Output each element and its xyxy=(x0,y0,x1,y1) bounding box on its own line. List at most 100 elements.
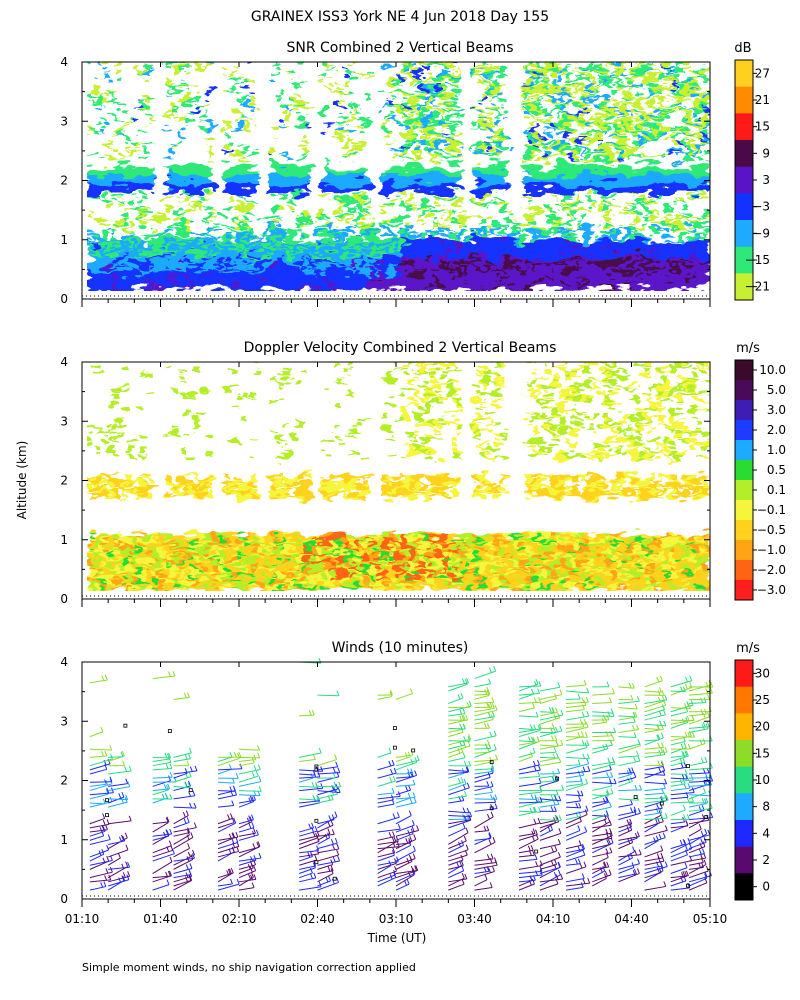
heatmap-cell xyxy=(656,127,664,131)
heatmap-cell xyxy=(564,183,572,188)
heatmap-cell xyxy=(146,100,154,105)
heatmap-cell xyxy=(486,156,494,161)
heatmap-cell xyxy=(191,563,200,568)
heatmap-cell xyxy=(244,542,252,547)
heatmap-cell xyxy=(558,156,566,161)
heatmap-cell xyxy=(106,91,114,96)
heatmap-cell xyxy=(551,67,559,72)
heatmap-cell xyxy=(460,216,468,220)
heatmap-cell xyxy=(348,189,357,193)
heatmap-cell xyxy=(649,254,657,259)
heatmap-cell xyxy=(322,548,330,553)
heatmap-cell xyxy=(518,245,527,250)
heatmap-cell xyxy=(473,251,481,256)
heatmap-cell xyxy=(100,263,108,268)
heatmap-cell xyxy=(231,382,239,387)
heatmap-cell xyxy=(584,91,592,96)
heatmap-cell xyxy=(623,281,631,285)
heatmap-cell xyxy=(590,67,599,72)
heatmap-cell xyxy=(237,548,245,553)
heatmap-cell xyxy=(172,139,180,143)
heatmap-cell xyxy=(146,539,154,544)
heatmap-cell xyxy=(401,180,409,185)
heatmap-cell xyxy=(198,201,206,205)
heatmap-cell xyxy=(276,483,285,488)
heatmap-cell xyxy=(152,269,160,273)
heatmap-cell xyxy=(309,254,317,259)
heatmap-cell xyxy=(702,230,710,235)
heatmap-cell xyxy=(623,213,631,217)
heatmap-cell xyxy=(185,186,193,190)
heatmap-cell xyxy=(87,227,95,232)
heatmap-cell xyxy=(211,551,219,556)
heatmap-cell xyxy=(165,239,173,244)
heatmap-cell xyxy=(689,260,697,265)
heatmap-cell xyxy=(401,70,409,75)
heatmap-cell xyxy=(231,242,239,247)
heatmap-cell xyxy=(224,186,232,190)
heatmap-cell xyxy=(473,67,481,72)
heatmap-cell xyxy=(669,133,677,137)
heatmap-cell xyxy=(401,260,409,265)
heatmap-cell xyxy=(231,563,239,568)
heatmap-cell xyxy=(250,483,258,488)
heatmap-cell xyxy=(335,242,343,247)
heatmap-cell xyxy=(237,557,245,562)
heatmap-cell xyxy=(420,248,428,253)
heatmap-cell xyxy=(172,489,180,493)
heatmap-cell xyxy=(538,278,546,282)
heatmap-cell xyxy=(322,183,330,188)
heatmap-cell xyxy=(695,263,703,268)
heatmap-cell xyxy=(662,115,671,119)
heatmap-cell xyxy=(218,554,226,559)
heatmap-cell xyxy=(87,578,95,582)
heatmap-cell xyxy=(335,168,343,173)
heatmap-cell xyxy=(172,284,180,288)
heatmap-cell xyxy=(133,245,141,250)
heatmap-cell xyxy=(407,174,415,179)
heatmap-cell xyxy=(270,213,278,217)
heatmap-cell xyxy=(119,569,128,573)
heatmap-cell xyxy=(178,183,186,188)
heatmap-cell xyxy=(250,266,258,270)
heatmap-cell xyxy=(604,153,612,158)
heatmap-cell xyxy=(532,147,540,152)
colorbar-swatch xyxy=(735,140,753,168)
heatmap-cell xyxy=(303,248,311,253)
heatmap-cell xyxy=(414,94,422,99)
heatmap-cell xyxy=(263,216,271,220)
heatmap-cell xyxy=(198,263,206,268)
heatmap-cell xyxy=(250,263,258,268)
heatmap-cell xyxy=(584,139,592,143)
heatmap-cell xyxy=(113,489,121,493)
heatmap-cell xyxy=(348,287,357,291)
heatmap-cell xyxy=(577,174,585,179)
heatmap-cell xyxy=(133,545,141,550)
heatmap-cell xyxy=(296,177,304,182)
heatmap-cell xyxy=(250,257,258,262)
heatmap-cell xyxy=(87,177,95,182)
heatmap-cell xyxy=(479,177,487,182)
heatmap-cell xyxy=(244,281,252,285)
heatmap-cell xyxy=(172,533,180,538)
heatmap-cell xyxy=(146,272,154,276)
heatmap-cell xyxy=(146,575,154,579)
heatmap-cell xyxy=(250,554,258,559)
heatmap-cell xyxy=(139,433,147,437)
heatmap-cell xyxy=(159,578,167,582)
heatmap-cell xyxy=(440,165,448,170)
heatmap-cell xyxy=(604,272,612,276)
heatmap-cell xyxy=(492,239,500,244)
heatmap-cell xyxy=(440,210,448,214)
heatmap-cell xyxy=(669,64,677,69)
heatmap-cell xyxy=(224,245,232,250)
heatmap-cell xyxy=(165,82,173,87)
heatmap-cell xyxy=(100,260,108,265)
heatmap-cell xyxy=(551,124,559,128)
heatmap-cell xyxy=(473,141,481,146)
heatmap-cell xyxy=(348,278,357,282)
heatmap-cell xyxy=(420,118,428,122)
heatmap-cell xyxy=(224,480,232,485)
heatmap-cell xyxy=(401,242,409,247)
